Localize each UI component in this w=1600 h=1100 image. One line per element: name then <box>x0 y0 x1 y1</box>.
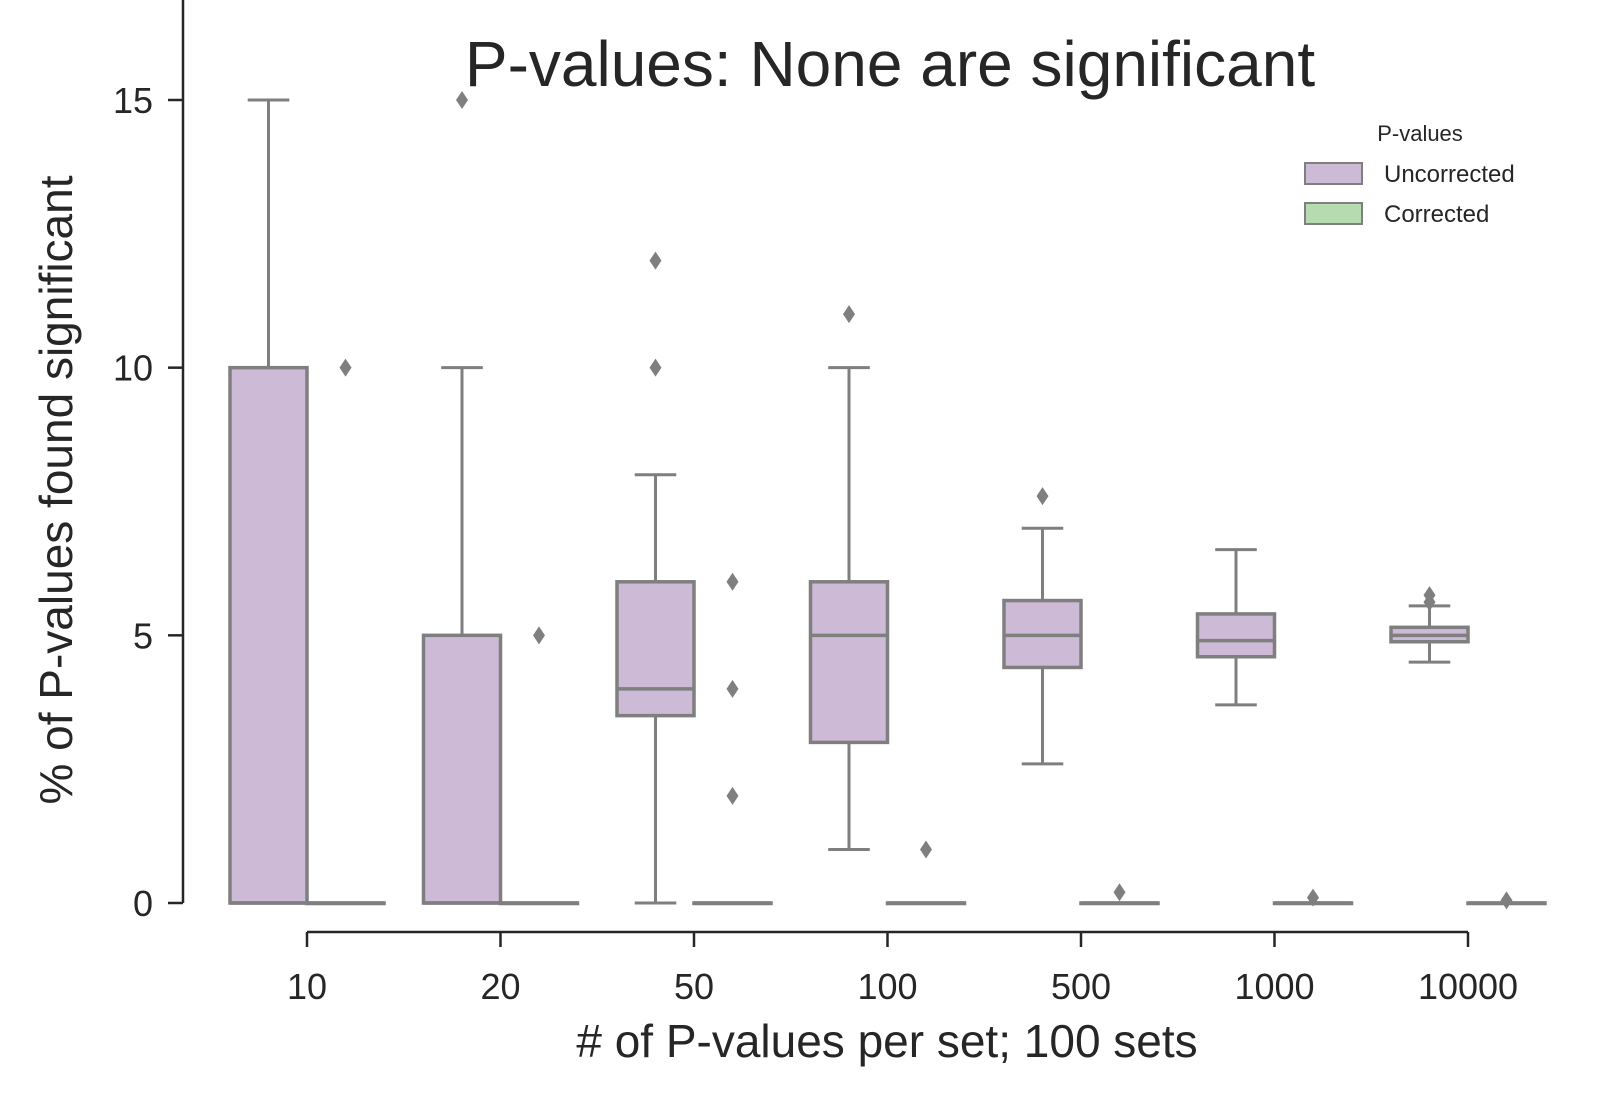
box-group-corrected-20 <box>498 626 580 906</box>
box-iqr <box>228 365 309 905</box>
box-group-corrected-1000 <box>1272 888 1354 907</box>
outlier-point <box>533 626 545 645</box>
box-group-uncorrected-1000 <box>1195 548 1277 707</box>
box-groups <box>228 91 1547 910</box>
outlier-point <box>649 358 662 377</box>
legend-swatch-corrected <box>1304 202 1363 225</box>
chart-title: P-values: None are significant <box>465 28 1315 100</box>
outlier-point <box>726 786 739 805</box>
box-iqr <box>808 580 890 745</box>
outlier-point <box>649 251 662 270</box>
y-tick-label: 0 <box>133 883 153 924</box>
x-tick-label: 1000 <box>1234 966 1314 1007</box>
x-tick-label: 100 <box>857 966 917 1007</box>
box-group-uncorrected-50 <box>615 251 696 905</box>
x-tick-label: 50 <box>674 966 714 1007</box>
outlier-point <box>1036 487 1049 506</box>
x-tick-label: 10 <box>287 966 327 1007</box>
y-tick-label: 5 <box>133 615 153 656</box>
outlier-point <box>1423 586 1436 605</box>
box-group-uncorrected-10 <box>228 98 309 905</box>
box-group-uncorrected-100 <box>808 305 890 851</box>
outlier-point <box>726 572 739 591</box>
x-axis-label: # of P-values per set; 100 sets <box>576 1015 1197 1067</box>
outlier-point <box>920 840 932 859</box>
x-tick-label: 10000 <box>1418 966 1518 1007</box>
box-iqr <box>615 580 696 718</box>
legend: P-values Uncorrected Corrected <box>1304 121 1515 228</box>
box-iqr <box>1195 612 1277 659</box>
x-tick-label: 20 <box>480 966 520 1007</box>
box-group-uncorrected-10000 <box>1389 586 1470 664</box>
legend-label-uncorrected: Uncorrected <box>1384 161 1515 188</box>
legend-label-corrected: Corrected <box>1384 201 1489 228</box>
box-group-uncorrected-20 <box>421 91 503 905</box>
y-axis-label: % of P-values found significant <box>30 175 82 804</box>
y-axis: 0 5 10 15 <box>113 0 185 924</box>
x-tick-label: 500 <box>1051 966 1111 1007</box>
outlier-point <box>1500 891 1513 910</box>
x-axis: 10 20 50 100 500 1000 10000 <box>287 930 1518 1007</box>
y-tick-label: 10 <box>113 348 153 389</box>
box-group-corrected-50 <box>692 572 773 906</box>
box-group-corrected-100 <box>885 840 967 906</box>
box-group-uncorrected-500 <box>1002 487 1083 766</box>
outlier-point <box>843 305 855 324</box>
outlier-point <box>456 91 468 109</box>
outlier-point <box>339 358 352 377</box>
legend-title: P-values <box>1377 121 1463 146</box>
box-iqr <box>421 633 503 905</box>
outlier-point <box>1113 883 1126 902</box>
box-group-corrected-500 <box>1079 883 1160 906</box>
box-group-corrected-10000 <box>1466 891 1547 910</box>
box-group-corrected-10 <box>305 358 386 906</box>
y-tick-label: 15 <box>113 80 153 121</box>
outlier-point <box>1307 888 1319 907</box>
outlier-point <box>726 679 739 698</box>
legend-swatch-uncorrected <box>1304 162 1363 185</box>
